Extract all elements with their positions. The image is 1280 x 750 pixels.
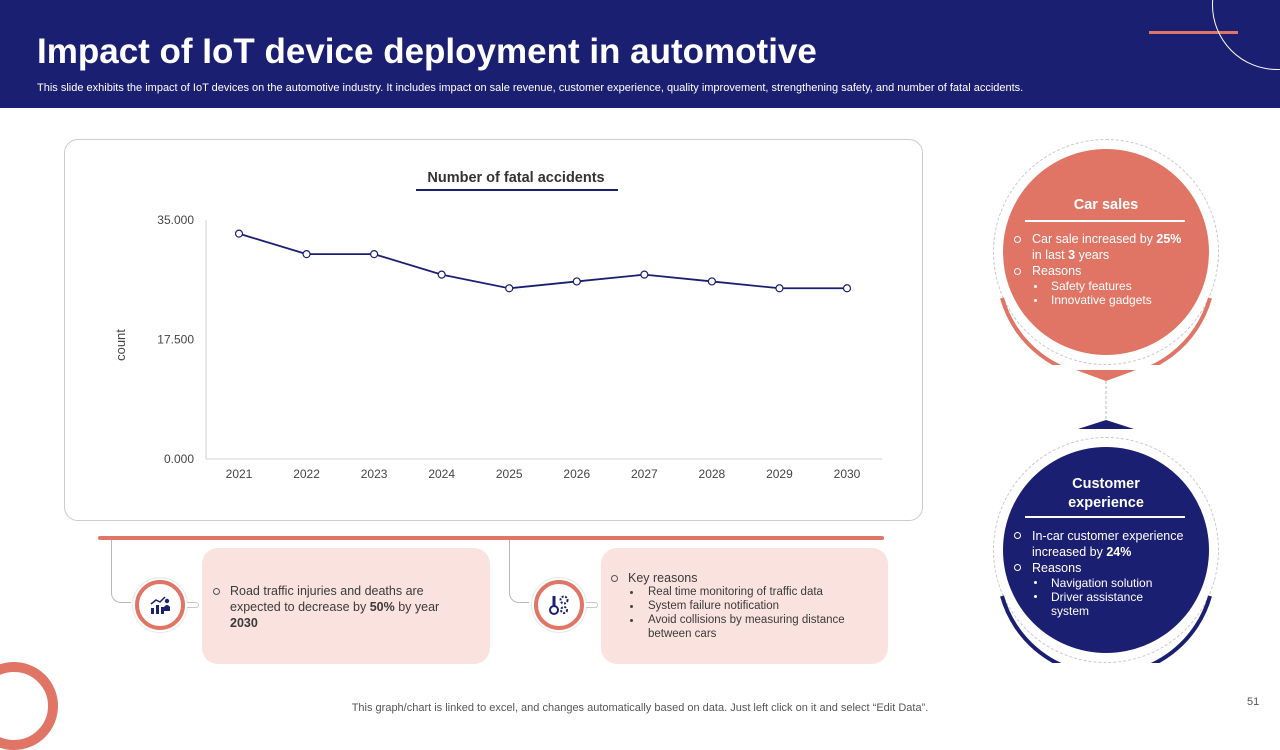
bullet-circle: [1014, 236, 1021, 243]
circle-connector: [1076, 370, 1136, 429]
data-point[interactable]: [842, 284, 852, 293]
bullet-dot: [1034, 581, 1037, 584]
bullet-circle: [611, 575, 618, 582]
car-sales-arc: [1000, 297, 1212, 365]
car-sales-stat-period: in last 3 years: [1032, 248, 1110, 262]
x-tick-label: 2029: [766, 467, 793, 481]
bullet-dot: [630, 619, 633, 622]
bullet-dot: [630, 605, 633, 608]
x-tick-label: 2028: [699, 467, 726, 481]
data-point[interactable]: [505, 284, 514, 293]
y-axis-label: count: [113, 329, 128, 361]
y-tick-label: 17.500: [157, 333, 194, 347]
reason-item-2: System failure notification: [648, 600, 780, 612]
data-point[interactable]: [775, 284, 784, 293]
left-box-text: Road traffic injuries and deaths are exp…: [230, 584, 440, 630]
connector-line-left: [111, 540, 131, 603]
icon-tab-left: [187, 602, 199, 608]
icon-tab-right: [586, 602, 598, 608]
car-sales-circle: Car sales Car sale increased by 25% in l…: [1003, 149, 1209, 355]
decorative-circle: [1212, 0, 1280, 70]
bullet-dot: [1034, 299, 1037, 302]
series-line: [238, 232, 847, 290]
x-tick-label: 2023: [361, 467, 388, 481]
bullet-circle: [1014, 532, 1021, 539]
bullet-circle: [1014, 564, 1021, 571]
footer-note: This graph/chart is linked to excel, and…: [351, 702, 929, 714]
reason-item-3: Avoid collisions by measuring distance b…: [648, 614, 845, 640]
data-point[interactable]: [437, 270, 446, 279]
x-tick-label: 2030: [834, 467, 861, 481]
reason-item-1: Real time monitoring of traffic data: [648, 586, 823, 598]
customer-experience-stat-value: increased by 24%: [1032, 545, 1132, 559]
page-title: Impact of IoT device deployment in autom…: [37, 32, 817, 71]
chart-card[interactable]: Number of fatal accidents count 0.000 17.…: [64, 139, 923, 521]
x-tick-label: 2025: [496, 467, 523, 481]
timeline-bar: [98, 536, 884, 540]
customer-experience-divider: [1025, 516, 1185, 518]
chart-title: Number of fatal accidents: [427, 170, 604, 186]
customer-experience-stat: In-car customer experience: [1032, 529, 1184, 543]
chart-analytics-icon: [150, 596, 170, 614]
car-sales-stat: Car sale increased by 25%: [1032, 232, 1182, 246]
car-sales-divider: [1025, 220, 1185, 222]
y-tick-label: 35.000: [157, 213, 194, 227]
info-box-right: Key reasons Real time monitoring of traf…: [601, 548, 888, 664]
icon-badge-right: [534, 580, 584, 630]
page-number: 51: [1247, 696, 1260, 708]
y-tick-label: 0.000: [164, 452, 194, 466]
bullet-dot: [630, 591, 633, 594]
bullet-circle: [213, 588, 220, 595]
customer-experience-title: Customer experience: [1068, 476, 1144, 511]
x-tick-label: 2024: [428, 467, 455, 481]
x-tick-label: 2022: [293, 467, 320, 481]
customer-experience-outer-ring: [993, 437, 1219, 663]
info-box-left: Road traffic injuries and deaths are exp…: [202, 548, 490, 664]
customer-experience-arc: [1000, 595, 1212, 663]
x-tick-label: 2027: [631, 467, 658, 481]
bullet-circle: [1014, 268, 1021, 275]
line-chart: Number of fatal accidents count 0.000 17.…: [113, 170, 882, 481]
bullet-dot: [1034, 595, 1037, 598]
customer-experience-reason-1: Navigation solution: [1051, 576, 1153, 590]
data-point[interactable]: [302, 250, 311, 259]
x-tick-label: 2021: [226, 467, 253, 481]
data-point[interactable]: [707, 277, 716, 286]
customer-experience-reason-2: Driver assistance system: [1051, 590, 1144, 618]
key-reasons-heading: Key reasons: [628, 571, 698, 585]
icon-badge-left: [135, 580, 185, 630]
header-banner: Impact of IoT device deployment in autom…: [0, 0, 1280, 108]
decorative-line: [1149, 31, 1238, 34]
data-point[interactable]: [370, 250, 379, 259]
customer-experience-reasons-label: Reasons: [1032, 561, 1082, 575]
data-point[interactable]: [572, 277, 581, 286]
data-point[interactable]: [234, 229, 244, 238]
customer-experience-circle: Customer experience In-car customer expe…: [1003, 447, 1209, 653]
data-point[interactable]: [640, 270, 649, 279]
page-subtitle: This slide exhibits the impact of IoT de…: [37, 82, 1024, 94]
car-sales-title: Car sales: [1073, 197, 1139, 213]
bullet-dot: [1034, 285, 1037, 288]
car-sales-outer-ring: [993, 139, 1219, 365]
car-sales-reason-1: Safety features: [1051, 279, 1132, 293]
connector-line-right: [509, 540, 529, 603]
x-tick-label: 2026: [563, 467, 590, 481]
car-sales-reasons-label: Reasons: [1032, 264, 1082, 278]
car-sales-reason-2: Innovative gadgets: [1051, 293, 1152, 307]
gear-settings-icon: [549, 595, 569, 615]
